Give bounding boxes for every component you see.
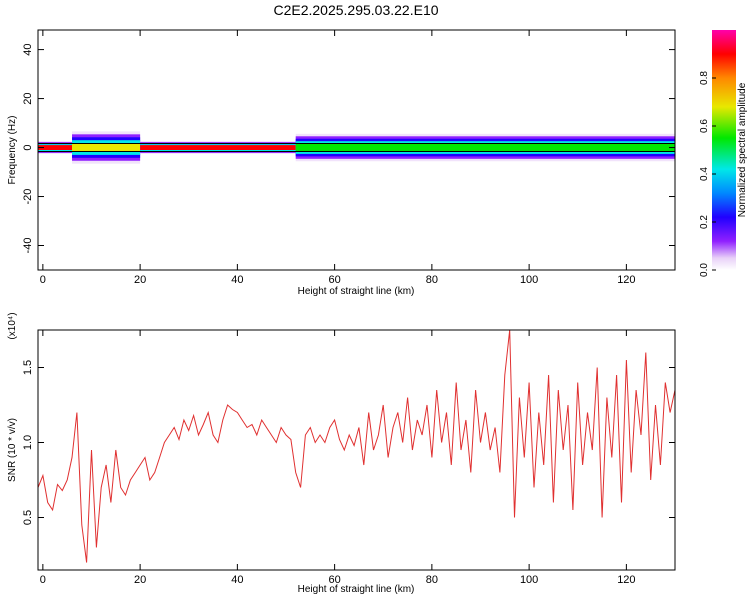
colorbar-tick-label: 0.4: [699, 167, 710, 181]
y-tick-label: 20: [22, 92, 34, 104]
snr-line: [37, 329, 676, 563]
x-tick-label: 100: [520, 274, 538, 286]
spectrogram-y-ticks: 40 20 0 -20 -40: [22, 43, 675, 253]
colorbar-label: Normalized spectral amplitude: [737, 82, 748, 217]
x-tick-label: 60: [328, 274, 340, 286]
snr-scale-label: (x10⁴): [7, 312, 18, 339]
snr-x-ticks: 0 20 40 60 80 100 120: [40, 330, 636, 586]
x-tick-label: 20: [134, 574, 146, 586]
y-tick-label: 1.0: [22, 435, 34, 450]
x-tick-label: 40: [231, 574, 243, 586]
y-tick-label: 40: [22, 43, 34, 55]
band-layer: [140, 145, 296, 150]
x-tick-label: 100: [520, 574, 538, 586]
x-tick-label: 0: [40, 574, 46, 586]
colorbar-gradient: [712, 30, 736, 270]
y-tick-label: -40: [22, 238, 34, 254]
x-tick-label: 120: [617, 574, 635, 586]
spectrogram-y-label: Frequency (Hz): [7, 116, 18, 185]
spectrogram-x-ticks: 0 20 40 60 80 100 120: [40, 30, 636, 286]
x-tick-label: 80: [426, 574, 438, 586]
spectrogram-frame: [37, 29, 676, 271]
y-tick-label: 0: [22, 144, 34, 150]
colorbar-tick-label: 0.0: [699, 263, 710, 277]
figure-title: C2E2.2025.295.03.22.E10: [273, 2, 438, 18]
spectrogram-panel: 0 20 40 60 80 100 120 40 20 0 -20 -40 Height of st…: [7, 29, 676, 297]
y-tick-label: 1.5: [22, 360, 34, 375]
x-tick-label: 20: [134, 274, 146, 286]
snr-panel: 0 20 40 60 80 100 120 0.5 1.0 1.5 Height of stra…: [7, 312, 676, 595]
colorbar-tick-label: 0.2: [699, 215, 710, 229]
snr-x-label: Height of straight line (km): [298, 584, 415, 595]
snr-y-label: SNR (10 * v/v): [7, 418, 18, 482]
x-tick-label: 60: [328, 574, 340, 586]
spectrogram-x-label: Height of straight line (km): [298, 286, 415, 297]
colorbar: 0.0 0.2 0.4 0.6 0.8 Normalized spectral ampl…: [699, 30, 748, 277]
colorbar-tick-label: 0.8: [699, 71, 710, 85]
x-tick-label: 120: [617, 274, 635, 286]
x-tick-label: 80: [426, 274, 438, 286]
colorbar-tick-label: 0.6: [699, 119, 710, 133]
y-tick-label: -20: [22, 189, 34, 205]
y-tick-label: 0.5: [22, 510, 34, 525]
snr-frame: [37, 329, 676, 571]
spectrogram-band: [38, 131, 675, 164]
snr-series: [37, 329, 676, 563]
x-tick-label: 40: [231, 274, 243, 286]
band-layer: [38, 145, 73, 150]
band-layer: [295, 143, 675, 152]
band-layer: [72, 143, 141, 152]
colorbar-ticks: 0.0 0.2 0.4 0.6 0.8: [699, 71, 716, 277]
snr-y-ticks: 0.5 1.0 1.5: [22, 360, 675, 525]
x-tick-label: 0: [40, 274, 46, 286]
